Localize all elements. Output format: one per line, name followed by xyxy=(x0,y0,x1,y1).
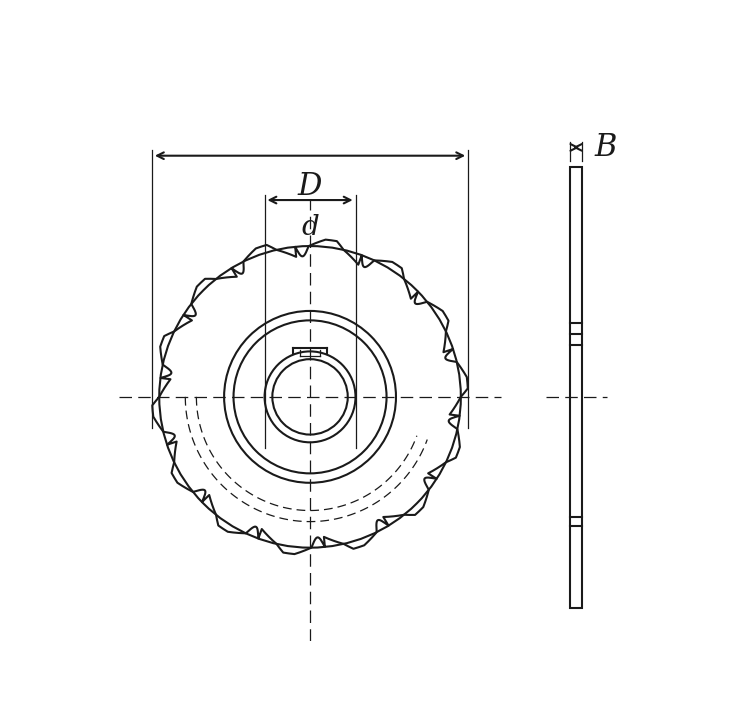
Text: D: D xyxy=(298,171,322,202)
Text: B: B xyxy=(595,132,617,163)
Text: d: d xyxy=(301,214,319,241)
